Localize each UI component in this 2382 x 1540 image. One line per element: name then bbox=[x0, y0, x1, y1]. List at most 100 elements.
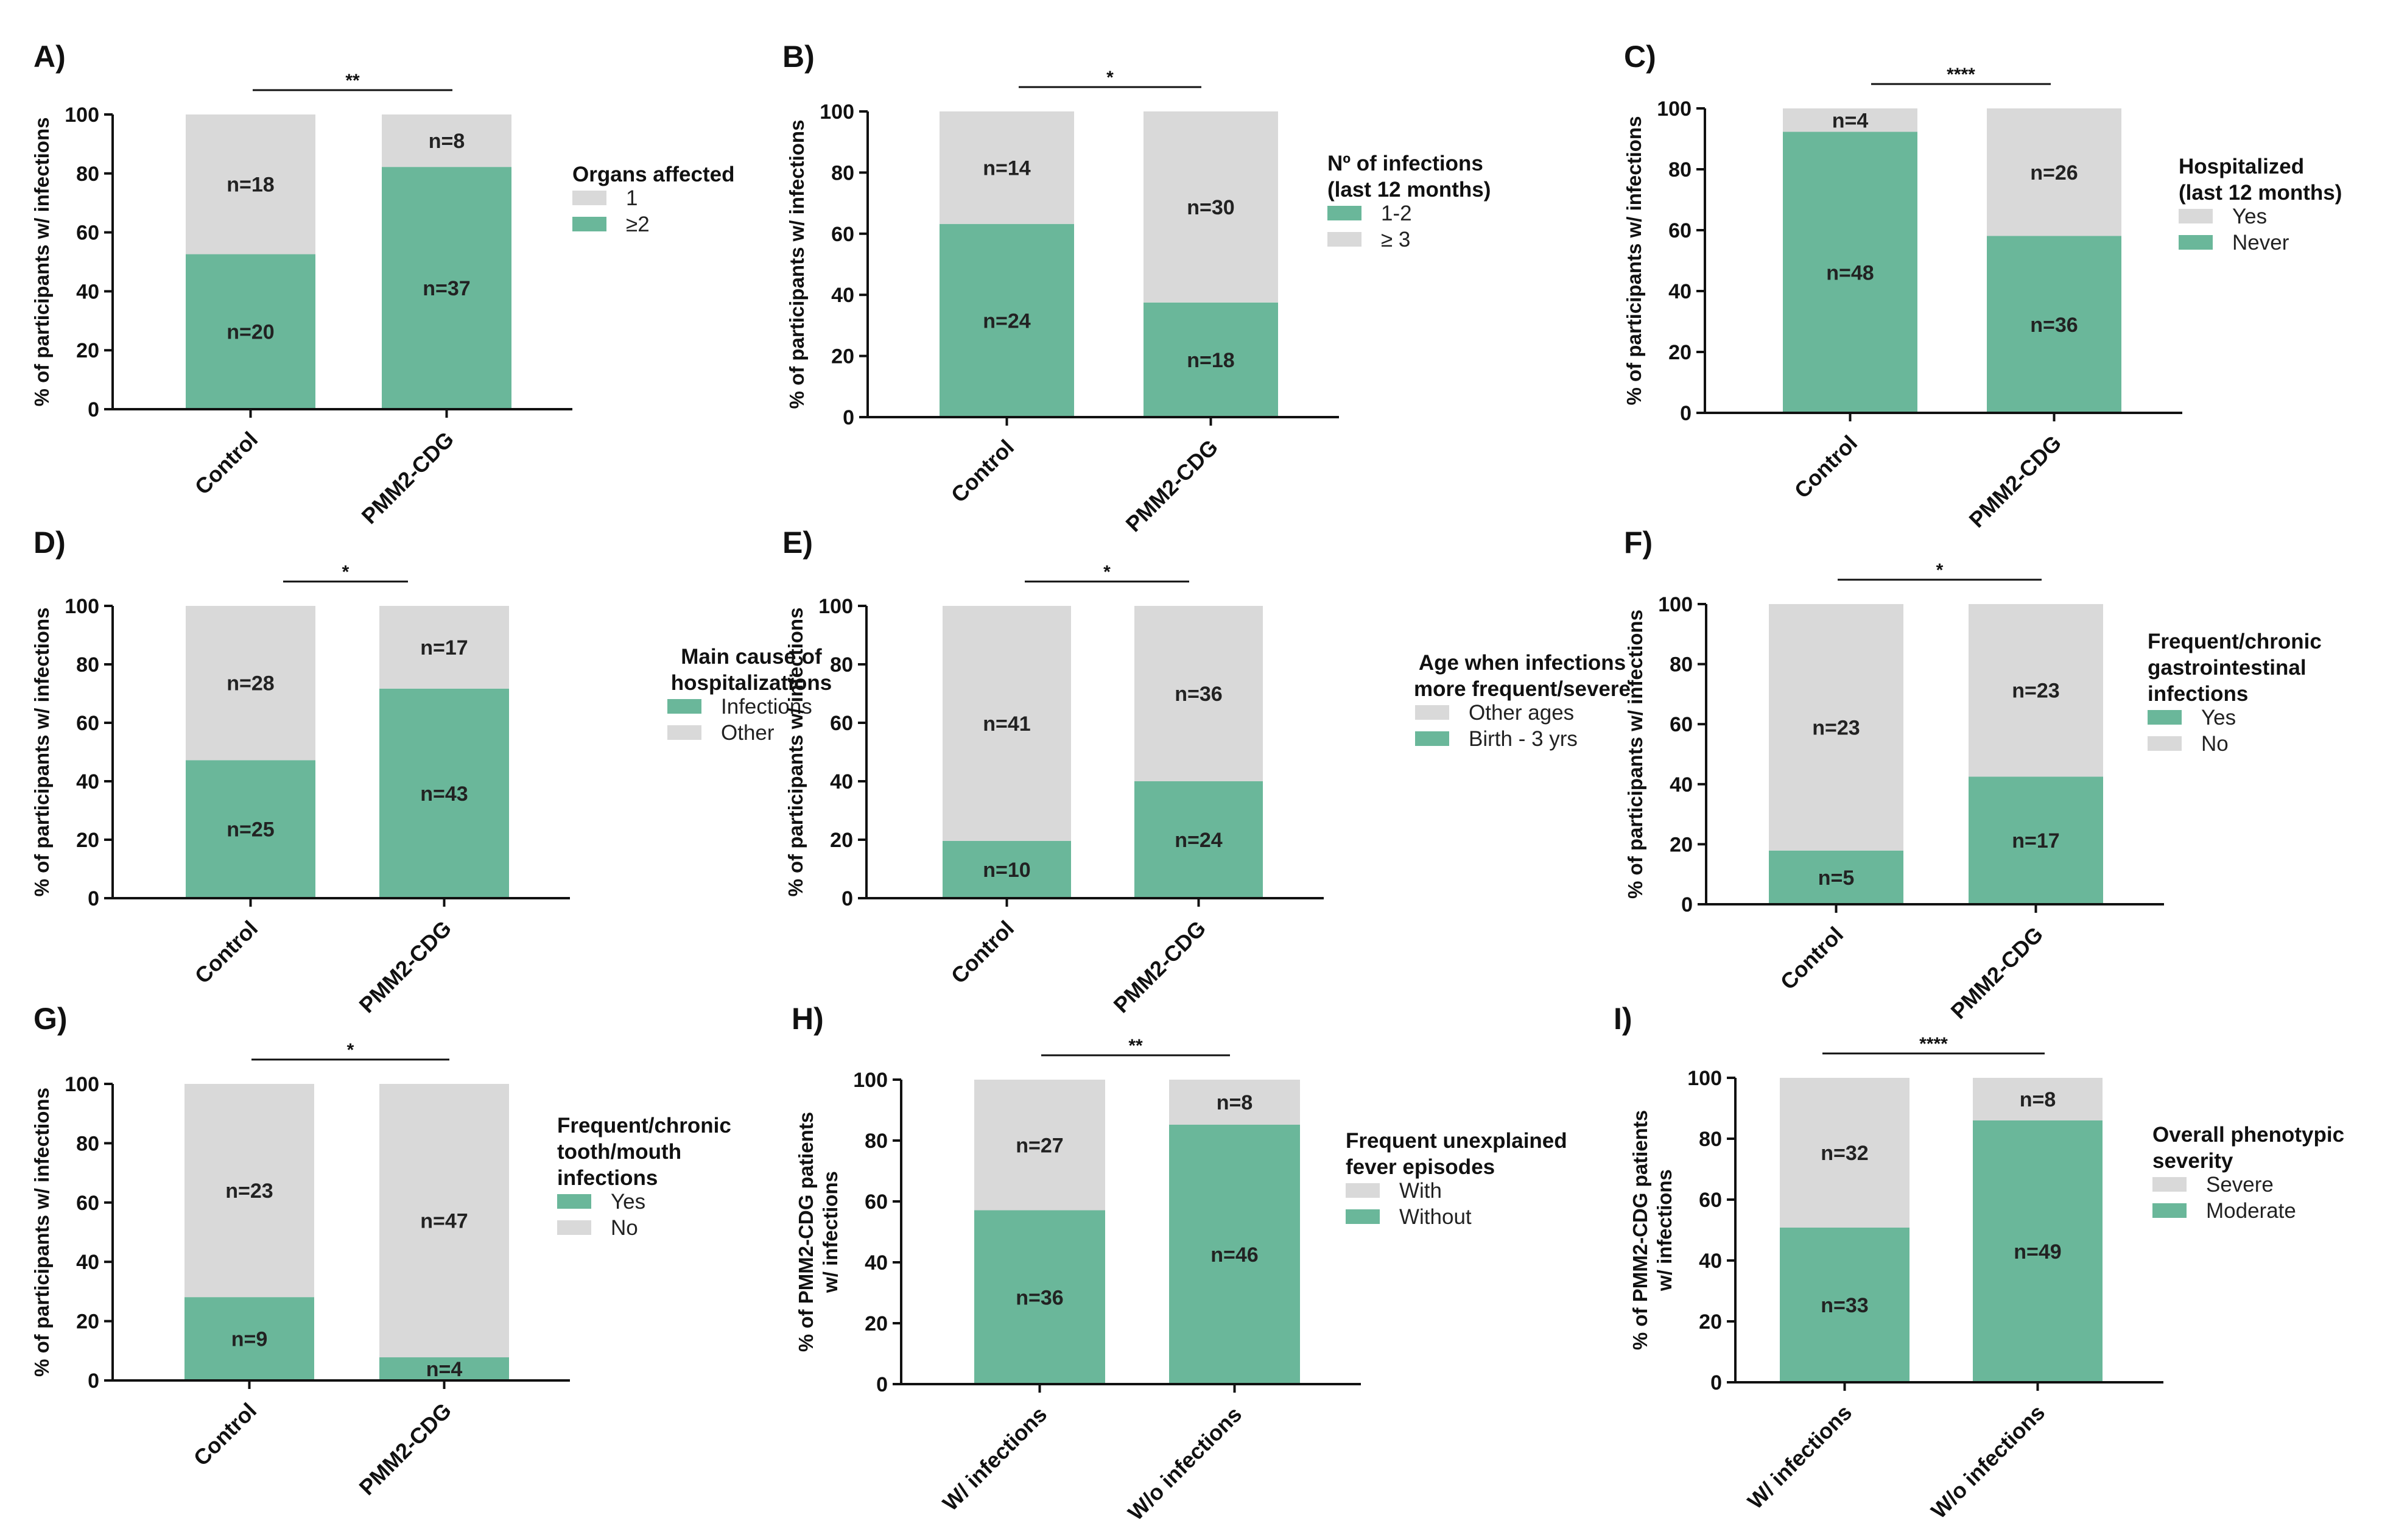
x-tick-label: Control bbox=[946, 916, 1019, 988]
legend-swatch bbox=[557, 1194, 591, 1209]
bar-count-label: n=27 bbox=[1016, 1134, 1063, 1157]
x-tick-label: PMM2-CDG bbox=[354, 916, 457, 1018]
y-axis-label: % of participants w/ infections bbox=[30, 118, 53, 407]
x-tick-label: PMM2-CDG bbox=[354, 1398, 457, 1500]
y-tick-label: 60 bbox=[76, 1192, 99, 1215]
bar-count-label: n=43 bbox=[420, 782, 468, 806]
bar-count-label: n=4 bbox=[426, 1358, 463, 1381]
legend-swatch bbox=[557, 1220, 591, 1235]
legend-item-label: Infections bbox=[721, 695, 812, 719]
bar-segment-bottom bbox=[379, 688, 509, 898]
bar-count-label: n=17 bbox=[420, 636, 468, 659]
bar-count-label: n=33 bbox=[1821, 1294, 1868, 1317]
y-tick-label: 60 bbox=[1670, 713, 1693, 736]
legend-title: Frequent/chronic bbox=[557, 1114, 731, 1137]
bar-segment-top bbox=[379, 1084, 509, 1358]
x-tick-label: W/o infections bbox=[1123, 1402, 1246, 1525]
bar-count-label: n=37 bbox=[423, 277, 470, 300]
y-tick-label: 60 bbox=[865, 1190, 888, 1214]
chart-panel-h: H) n=36 n=27 W/ infections n=46 n=8 W/o infect… bbox=[792, 1002, 1567, 1525]
y-tick-label: 100 bbox=[820, 100, 854, 124]
legend-title: infections bbox=[2148, 682, 2248, 706]
x-tick-label: Control bbox=[1776, 922, 1848, 994]
bar-segment-top bbox=[940, 111, 1074, 224]
bar-segment-top bbox=[1134, 606, 1263, 781]
y-tick-label: 20 bbox=[830, 829, 853, 852]
bar-segment-bottom bbox=[1769, 850, 1903, 904]
bar-count-label: n=23 bbox=[225, 1180, 273, 1203]
y-tick-label: 0 bbox=[841, 887, 853, 910]
legend-item-label: Birth - 3 yrs bbox=[1469, 727, 1578, 751]
y-tick-label: 20 bbox=[1699, 1310, 1722, 1334]
significance-marker: * bbox=[347, 1040, 354, 1060]
legend-swatch bbox=[2179, 235, 2213, 250]
panel-label: E) bbox=[782, 526, 813, 560]
y-tick-label: 80 bbox=[1670, 653, 1693, 677]
bar-count-label: n=48 bbox=[1826, 261, 1874, 284]
bar-count-label: n=25 bbox=[227, 818, 274, 842]
y-tick-label: 60 bbox=[76, 712, 99, 735]
y-tick-label: 40 bbox=[865, 1251, 888, 1275]
bar-count-label: n=8 bbox=[2020, 1088, 2056, 1111]
bar-count-label: n=10 bbox=[983, 859, 1030, 882]
y-tick-label: 20 bbox=[76, 339, 99, 362]
bar-count-label: n=24 bbox=[1175, 829, 1223, 852]
panel-label: C) bbox=[1624, 40, 1656, 74]
legend-title: hospitalizations bbox=[671, 671, 832, 695]
y-tick-label: 20 bbox=[831, 345, 854, 368]
legend-item-label: ≥ 3 bbox=[1381, 228, 1410, 251]
y-tick-label: 80 bbox=[831, 161, 854, 185]
legend-swatch bbox=[2148, 710, 2182, 725]
legend-item-label: Never bbox=[2232, 231, 2289, 255]
bar-count-label: n=47 bbox=[420, 1210, 468, 1233]
y-tick-label: 100 bbox=[65, 595, 99, 618]
x-tick-label: PMM2-CDG bbox=[1121, 435, 1223, 537]
legend-title: gastrointestinal bbox=[2148, 656, 2306, 680]
bar-segment-top bbox=[1969, 604, 2103, 777]
y-tick-label: 60 bbox=[1699, 1189, 1722, 1212]
bar-count-label: n=17 bbox=[2012, 829, 2059, 853]
legend-item-label: With bbox=[1399, 1179, 1442, 1203]
legend-swatch bbox=[572, 191, 606, 205]
bar-segment-bottom bbox=[1969, 776, 2103, 904]
significance-marker: **** bbox=[1947, 65, 1975, 85]
y-tick-label: 0 bbox=[843, 406, 854, 429]
bar-segment-bottom bbox=[1169, 1125, 1300, 1384]
y-tick-label: 100 bbox=[818, 595, 853, 618]
y-tick-label: 0 bbox=[1710, 1371, 1722, 1394]
bar-segment-top bbox=[379, 606, 509, 689]
bar-segment-top bbox=[1783, 108, 1917, 132]
bar-count-label: n=36 bbox=[1016, 1286, 1063, 1309]
legend-swatch bbox=[2179, 209, 2213, 223]
y-tick-label: 100 bbox=[1658, 593, 1693, 616]
bar-segment-top bbox=[943, 606, 1071, 841]
significance-marker: * bbox=[1106, 68, 1114, 88]
bar-count-label: n=30 bbox=[1187, 196, 1234, 219]
legend-title: Organs affected bbox=[572, 163, 734, 186]
y-axis-label: % of participants w/ infections bbox=[785, 120, 808, 409]
panel-label: F) bbox=[1624, 526, 1653, 560]
legend-title: tooth/mouth bbox=[557, 1140, 681, 1164]
bar-segment-bottom bbox=[1783, 132, 1917, 413]
bar-segment-top bbox=[382, 114, 511, 167]
y-axis-label: % of participants w/ infections bbox=[1624, 610, 1646, 899]
y-tick-label: 60 bbox=[1668, 219, 1692, 242]
bar-segment-bottom bbox=[186, 254, 315, 409]
bar-count-label: n=9 bbox=[231, 1328, 268, 1351]
legend-swatch bbox=[667, 725, 701, 740]
legend-title: Frequent/chronic bbox=[2148, 630, 2322, 653]
bar-count-label: n=24 bbox=[983, 309, 1031, 332]
y-tick-label: 40 bbox=[76, 770, 99, 793]
y-tick-label: 40 bbox=[76, 1251, 99, 1274]
y-tick-label: 100 bbox=[65, 1073, 99, 1096]
y-axis-label: w/ infections bbox=[1653, 1169, 1676, 1292]
y-tick-label: 0 bbox=[88, 887, 99, 910]
legend-swatch bbox=[1346, 1209, 1380, 1224]
y-axis-label: % of participants w/ infections bbox=[784, 608, 807, 897]
y-tick-label: 80 bbox=[76, 653, 99, 677]
y-tick-label: 40 bbox=[1699, 1250, 1722, 1273]
bar-segment-bottom bbox=[382, 167, 511, 409]
y-tick-label: 100 bbox=[1687, 1067, 1722, 1090]
bar-segment-bottom bbox=[186, 760, 315, 898]
chart-panel-i: I) n=33 n=32 W/ infections n=49 n=8 W/o infect… bbox=[1614, 1002, 2344, 1524]
